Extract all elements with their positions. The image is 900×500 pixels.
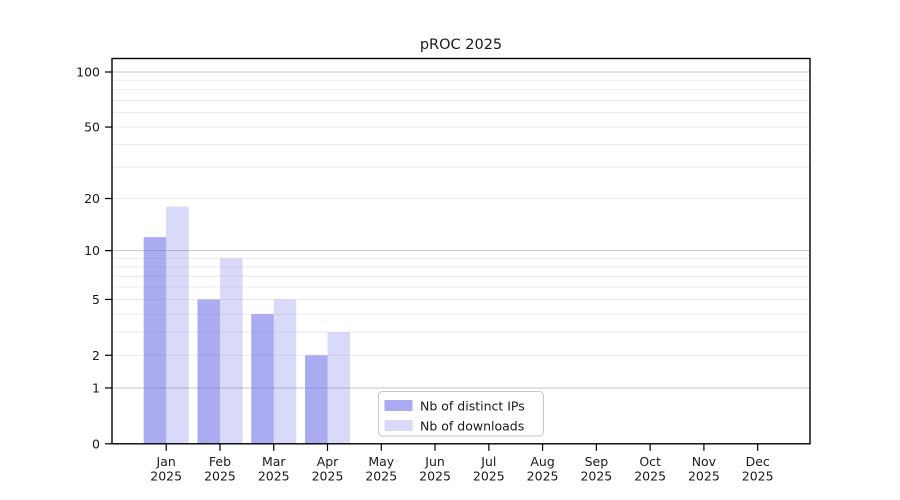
bar-downloads-feb: [219, 258, 243, 444]
x-tick-label-year-feb: 2025: [204, 469, 236, 484]
x-tick-label-year-apr: 2025: [312, 469, 344, 484]
legend-label-downloads: Nb of downloads: [420, 419, 524, 434]
legend-box: [378, 391, 544, 437]
bar-distinct-ips-jan: [143, 237, 167, 444]
x-tick-label-year-may: 2025: [365, 469, 397, 484]
legend-swatch-distinct-ips: [384, 400, 413, 411]
x-tick-label-year-oct: 2025: [634, 469, 666, 484]
x-tick-label-month-dec: Dec: [746, 454, 770, 469]
y-tick-label-20: 20: [84, 191, 100, 206]
x-tick-label-year-jul: 2025: [473, 469, 505, 484]
x-tick-label-month-aug: Aug: [530, 454, 554, 469]
x-tick-label-year-nov: 2025: [688, 469, 720, 484]
bar-distinct-ips-apr: [305, 355, 328, 444]
bar-downloads-mar: [273, 299, 297, 444]
x-tick-label-month-jun: Jun: [424, 454, 445, 469]
bar-downloads-jan: [166, 206, 189, 444]
legend: Nb of distinct IPs Nb of downloads: [378, 391, 544, 437]
x-tick-label-month-oct: Oct: [639, 454, 661, 469]
bar-distinct-ips-mar: [251, 314, 274, 444]
x-tick-label-year-dec: 2025: [742, 469, 774, 484]
y-tick-label-1: 1: [92, 380, 100, 395]
x-tick-label-month-may: May: [368, 454, 394, 469]
bars-layer: [143, 206, 351, 444]
x-tick-label-month-jul: Jul: [480, 454, 496, 469]
y-tick-label-50: 50: [84, 120, 100, 135]
x-tick-label-year-mar: 2025: [258, 469, 290, 484]
y-tick-label-0: 0: [92, 436, 100, 451]
x-tick-label-month-apr: Apr: [317, 454, 339, 469]
x-tick-label-year-aug: 2025: [527, 469, 559, 484]
axis-ticks-layer: 1005020105210Jan2025Feb2025Mar2025Apr202…: [76, 64, 773, 483]
y-tick-label-5: 5: [92, 292, 100, 307]
y-tick-label-2: 2: [92, 348, 100, 363]
x-tick-label-year-jun: 2025: [419, 469, 451, 484]
x-tick-label-month-jan: Jan: [156, 454, 176, 469]
x-tick-label-year-jan: 2025: [150, 469, 182, 484]
chart-title: pROC 2025: [420, 37, 502, 53]
legend-label-distinct-ips: Nb of distinct IPs: [420, 399, 525, 414]
x-tick-label-month-nov: Nov: [692, 454, 717, 469]
gridlines-layer: [112, 71, 810, 389]
x-tick-label-year-sep: 2025: [580, 469, 612, 484]
x-tick-label-month-mar: Mar: [262, 454, 286, 469]
bar-downloads-apr: [327, 332, 351, 444]
y-tick-label-10: 10: [84, 243, 100, 258]
x-tick-label-month-sep: Sep: [585, 454, 609, 469]
y-tick-label-100: 100: [76, 64, 100, 79]
bar-distinct-ips-feb: [197, 299, 220, 444]
legend-swatch-downloads: [384, 420, 413, 431]
x-tick-label-month-feb: Feb: [209, 454, 231, 469]
